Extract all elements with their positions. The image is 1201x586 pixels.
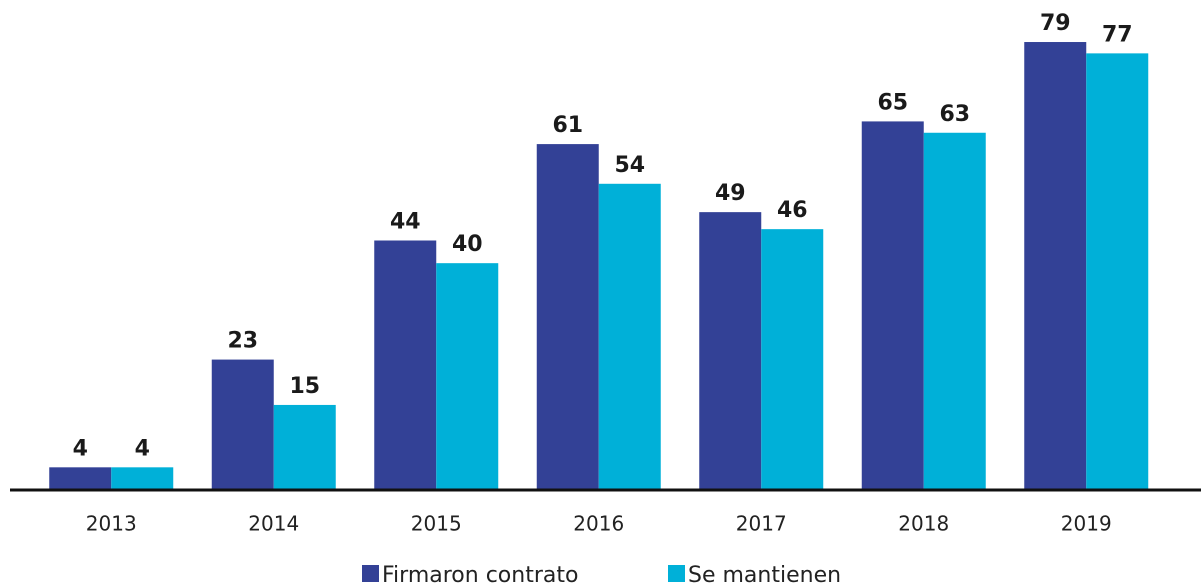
data-label: 54 (614, 153, 645, 178)
bar (699, 212, 762, 490)
x-tick-label: 2018 (898, 512, 949, 536)
data-label: 4 (135, 436, 150, 461)
bar (374, 240, 437, 490)
data-label: 65 (877, 90, 908, 115)
data-label: 79 (1040, 11, 1071, 36)
data-label: 77 (1102, 22, 1133, 47)
bar (598, 183, 661, 490)
bar (273, 404, 336, 490)
data-label: 63 (939, 102, 970, 127)
bar (761, 229, 824, 490)
bar (111, 467, 174, 490)
x-tick-label: 2017 (736, 512, 787, 536)
bar (49, 467, 112, 490)
x-tick-label: 2014 (248, 512, 299, 536)
data-label: 46 (777, 198, 808, 223)
legend-label: Firmaron contrato (382, 563, 578, 586)
data-label: 49 (715, 181, 746, 206)
data-label: 23 (227, 329, 258, 354)
legend-swatch (668, 565, 685, 582)
data-label: 40 (452, 232, 483, 257)
x-tick-label: 2015 (411, 512, 462, 536)
bar (436, 263, 499, 490)
bar (536, 144, 599, 490)
bar (1086, 53, 1149, 490)
data-label: 4 (73, 436, 88, 461)
x-tick-label: 2013 (86, 512, 137, 536)
data-label: 61 (552, 113, 583, 138)
legend-swatch (362, 565, 379, 582)
data-label: 15 (289, 374, 320, 399)
x-tick-label: 2019 (1061, 512, 1112, 536)
bar (861, 121, 924, 490)
legend-label: Se mantienen (688, 563, 841, 586)
bar (1024, 42, 1087, 490)
x-tick-label: 2016 (573, 512, 624, 536)
data-label: 44 (390, 209, 421, 234)
bar (211, 359, 274, 490)
bar (923, 132, 986, 491)
